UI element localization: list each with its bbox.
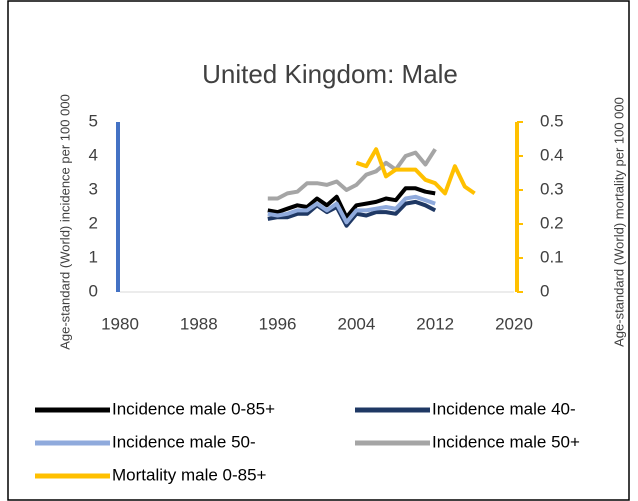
legend-label: Incidence male 0-85+ — [112, 399, 275, 418]
y2-tick-label: 0 — [540, 281, 549, 300]
series-line — [267, 199, 437, 228]
y2-tick-label: 0.4 — [540, 145, 564, 164]
y-tick-label: 3 — [89, 179, 98, 198]
legend-label: Mortality male 0-85+ — [112, 465, 267, 484]
legend-label: Incidence male 40- — [432, 399, 576, 418]
x-tick-label: 2012 — [416, 314, 454, 333]
y-tick-label: 1 — [89, 247, 98, 266]
x-tick-label: 1980 — [101, 314, 139, 333]
y2-axis-label: Age-standard (World) mortality per 100 0… — [611, 97, 626, 347]
series-line — [355, 147, 476, 196]
y2-tick-label: 0.1 — [540, 247, 564, 266]
y-tick-label: 2 — [89, 213, 98, 232]
y2-tick-label: 0.3 — [540, 179, 564, 198]
y2-tick-label: 0.5 — [540, 111, 564, 130]
legend-label: Incidence male 50- — [112, 432, 256, 451]
series-line — [267, 148, 437, 201]
legend-label: Incidence male 50+ — [432, 432, 580, 451]
chart-frame — [7, 0, 630, 501]
chart-title: United Kingdom: Male — [202, 59, 458, 89]
y-tick-label: 5 — [89, 111, 98, 130]
x-tick-label: 2020 — [495, 314, 533, 333]
series-line — [267, 194, 436, 225]
x-tick-label: 2004 — [337, 314, 375, 333]
x-tick-label: 1996 — [259, 314, 297, 333]
y2-tick-label: 0.2 — [540, 213, 564, 232]
y-axis-label: Age-standard (World) incidence per 100 0… — [57, 94, 72, 350]
x-tick-label: 1988 — [180, 314, 218, 333]
y-tick-label: 0 — [89, 281, 98, 300]
y-tick-label: 4 — [89, 145, 98, 164]
series-line — [267, 186, 436, 220]
